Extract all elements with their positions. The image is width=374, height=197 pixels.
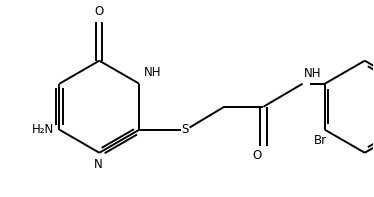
Text: O: O (252, 149, 261, 162)
Text: S: S (181, 123, 189, 136)
Text: NH: NH (144, 66, 161, 79)
Text: N: N (94, 158, 102, 171)
Text: NH: NH (304, 67, 321, 80)
Text: H₂N: H₂N (32, 123, 54, 136)
Text: Br: Br (314, 134, 327, 147)
Text: O: O (95, 5, 104, 18)
